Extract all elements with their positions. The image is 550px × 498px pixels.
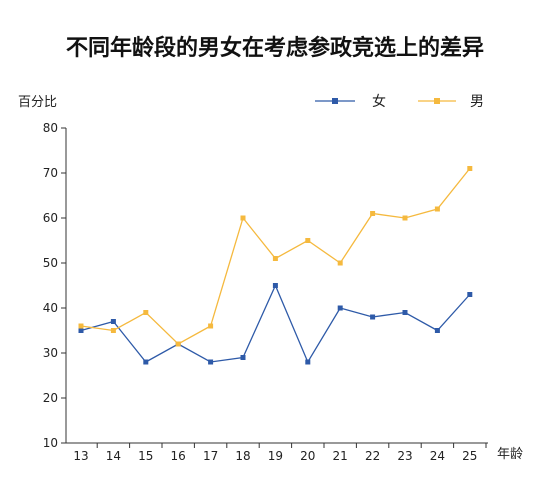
series-1-point (305, 238, 311, 243)
series-1-point (110, 328, 116, 333)
x-tick-label: 25 (462, 449, 477, 463)
series-0-point (272, 283, 278, 288)
x-ticks: 13 14 15 16 17 18 19 20 21 22 23 24 25 (73, 443, 487, 463)
x-axis-label: 年龄 (497, 447, 523, 462)
legend: 女 男 (315, 93, 484, 110)
x-tick-label: 15 (138, 449, 153, 463)
series-1-point (467, 166, 473, 171)
series-1-point (337, 260, 343, 266)
series-0-point (143, 359, 149, 365)
x-tick-label: 23 (397, 449, 412, 463)
x-tick-label: 17 (203, 449, 218, 463)
y-tick-label: 40 (43, 301, 58, 315)
x-tick-label: 16 (171, 449, 186, 463)
x-tick-label: 19 (268, 449, 283, 463)
y-tick-label: 10 (43, 436, 58, 450)
y-tick-label: 50 (43, 256, 58, 270)
series-0-point (78, 328, 84, 333)
series-1-point (272, 256, 278, 261)
series-1-point (402, 215, 408, 221)
legend-marker-male (434, 98, 440, 104)
x-tick-label: 22 (365, 449, 380, 463)
series-0-point (240, 355, 246, 360)
y-tick-label: 20 (43, 391, 58, 405)
series-1-point (208, 323, 214, 329)
series-0-point (208, 359, 214, 365)
series-0-point (337, 305, 343, 311)
series-0-point (434, 328, 440, 333)
series-1-point (240, 215, 246, 221)
series-1-point (175, 341, 181, 347)
series-0-point (370, 314, 376, 320)
legend-marker-female (332, 98, 338, 104)
legend-label-male: 男 (470, 94, 484, 110)
x-tick-label: 14 (106, 449, 121, 463)
y-ticks: 10 20 30 40 50 60 70 80 (43, 121, 66, 450)
x-tick-label: 21 (333, 449, 348, 463)
series-layer (78, 166, 473, 365)
series-1-point (78, 323, 84, 329)
x-tick-label: 20 (300, 449, 315, 463)
y-tick-label: 30 (43, 346, 58, 360)
y-tick-label: 80 (43, 121, 58, 135)
series-1-point (370, 211, 376, 216)
series-0-point (305, 359, 311, 365)
series-0-point (110, 319, 116, 324)
x-tick-label: 18 (235, 449, 250, 463)
x-tick-label: 13 (73, 449, 88, 463)
series-line-0 (80, 283, 471, 364)
series-0-point (467, 292, 473, 297)
series-1-point (143, 310, 149, 315)
series-1-point (434, 206, 440, 212)
legend-label-female: 女 (372, 93, 386, 110)
y-tick-label: 60 (43, 211, 58, 225)
chart-title: 不同年龄段的男女在考虑参政竞选上的差异 (66, 35, 484, 61)
x-tick-label: 24 (430, 449, 445, 463)
y-tick-label: 70 (43, 166, 58, 180)
series-0-point (402, 310, 408, 315)
y-axis-label: 百分比 (18, 95, 57, 110)
